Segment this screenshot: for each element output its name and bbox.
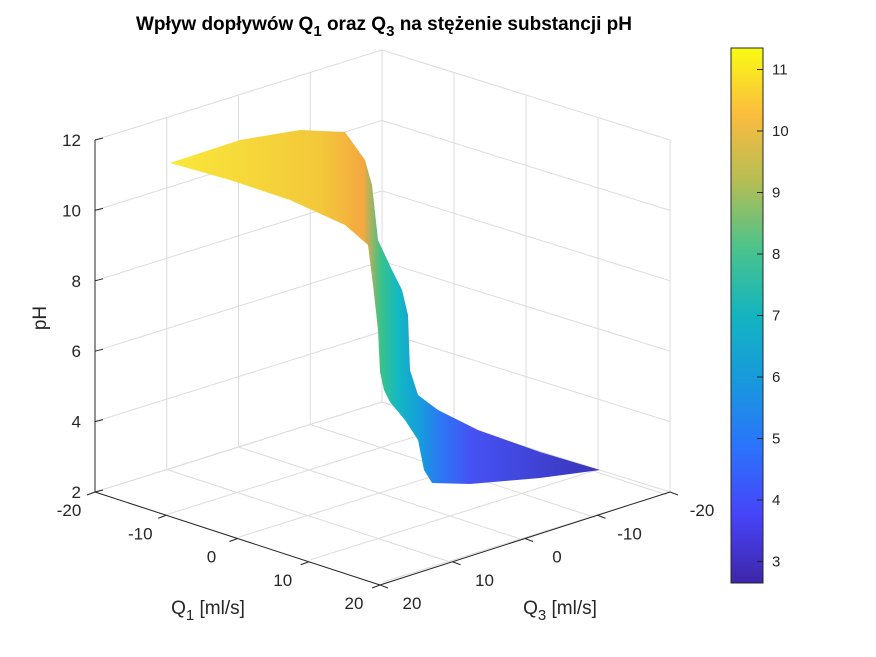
z-tick-mark bbox=[94, 419, 104, 423]
colorbar-tick-label: 8 bbox=[772, 246, 780, 263]
chart-title: Wpływ dopływów Q1 oraz Q3 na stężenie su… bbox=[136, 14, 632, 40]
x-tick-mark bbox=[371, 584, 381, 589]
y-tick-mark bbox=[452, 561, 461, 566]
colorbar-tick-label: 10 bbox=[772, 123, 789, 140]
colorbar-tick-label: 4 bbox=[772, 492, 780, 509]
y-tick-label: 10 bbox=[475, 571, 494, 590]
z-tick-label: 12 bbox=[62, 131, 81, 150]
y-tick-label: 20 bbox=[403, 594, 422, 613]
colorbar-tick-label: 5 bbox=[772, 430, 780, 447]
x-tick-mark bbox=[158, 514, 167, 519]
x-tick-mark bbox=[300, 561, 309, 566]
y-tick-label: 0 bbox=[552, 548, 561, 567]
x-tick-label: 10 bbox=[273, 571, 292, 590]
y-tick-label: -10 bbox=[617, 524, 642, 543]
colorbar-tick-label: 9 bbox=[772, 185, 780, 202]
x-tick-label: 0 bbox=[207, 548, 216, 567]
z-tick-mark bbox=[94, 137, 104, 141]
grid-line bbox=[310, 469, 599, 560]
x-tick-mark bbox=[86, 491, 96, 496]
x-tick-label: 20 bbox=[345, 594, 364, 613]
x-tick-label: -20 bbox=[57, 501, 82, 520]
z-tick-label: 6 bbox=[72, 342, 81, 361]
x-tick-mark bbox=[229, 538, 238, 542]
y-tick-mark bbox=[379, 584, 389, 589]
y-tick-mark bbox=[669, 491, 679, 496]
z-tick-label: 8 bbox=[72, 272, 81, 291]
colorbar-tick-label: 6 bbox=[772, 369, 780, 386]
grid-line bbox=[166, 424, 455, 515]
z-tick-mark bbox=[94, 207, 104, 211]
colorbar-tick-label: 7 bbox=[772, 308, 780, 325]
y-tick-label: -20 bbox=[690, 501, 715, 520]
x-axis-label: Q1 [ml/s] bbox=[171, 598, 245, 624]
z-tick-label: 4 bbox=[72, 413, 81, 432]
surface-mesh bbox=[170, 130, 600, 484]
z-axis-label: pH bbox=[30, 306, 51, 330]
z-tick-mark bbox=[94, 278, 104, 282]
z-tick-mark bbox=[94, 348, 104, 352]
colorbar: 3 4 5 6 7 8 9 10 11 bbox=[730, 47, 789, 584]
x-tick-labels: -20 -10 0 10 20 bbox=[57, 491, 381, 613]
y-tick-mark bbox=[597, 514, 606, 519]
x-tick-label: -10 bbox=[128, 524, 153, 543]
z-tick-label: 2 bbox=[72, 483, 81, 502]
z-tick-label: 10 bbox=[62, 201, 81, 220]
grid-line bbox=[166, 469, 452, 563]
colorbar-ticks: 3 4 5 6 7 8 9 10 11 bbox=[757, 62, 789, 570]
z-tick-mark bbox=[94, 489, 104, 493]
ph-surface bbox=[170, 130, 600, 484]
colorbar-tick-label: 11 bbox=[772, 62, 788, 79]
colorbar-tick-label: 3 bbox=[772, 553, 780, 570]
y-axis-label: Q3 [ml/s] bbox=[523, 598, 597, 624]
z-tick-labels: 2 4 6 8 10 12 bbox=[62, 131, 104, 502]
grid-line bbox=[238, 446, 524, 541]
y-tick-mark bbox=[524, 538, 534, 542]
y-tick-labels: 20 10 0 -10 -20 bbox=[379, 491, 715, 613]
